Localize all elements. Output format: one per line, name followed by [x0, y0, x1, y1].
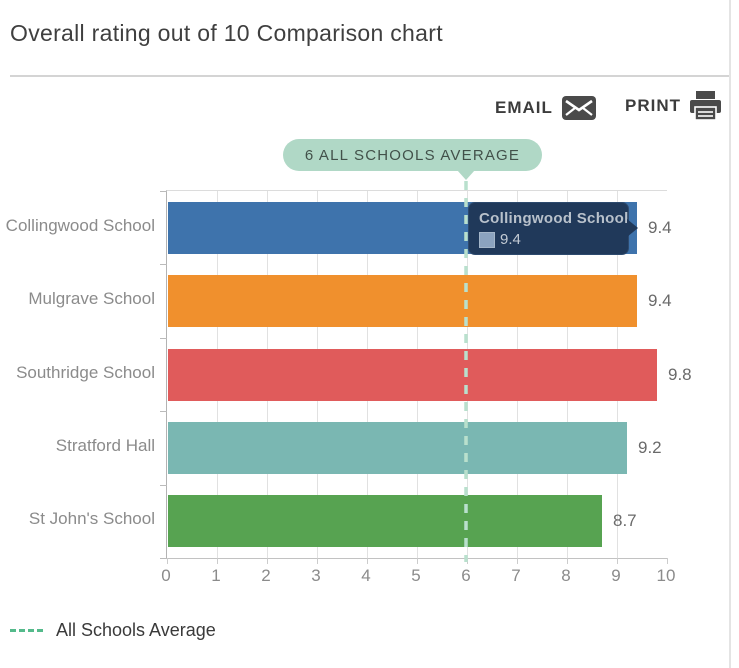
x-axis-tick [617, 558, 618, 564]
legend: All Schools Average [10, 620, 216, 641]
print-button-label: PRINT [625, 96, 681, 115]
x-tick-label: 5 [411, 566, 421, 585]
value-label: 9.2 [638, 437, 662, 457]
x-axis-tick [667, 558, 668, 564]
average-callout-label: 6 ALL SCHOOLS AVERAGE [304, 146, 521, 164]
bar[interactable] [168, 421, 627, 474]
x-tick-label: 4 [361, 566, 371, 585]
email-button-label: EMAIL [495, 98, 553, 117]
category-label: St John's School [28, 509, 155, 529]
title-divider [10, 75, 731, 77]
x-axis-tick [317, 558, 318, 564]
x-axis-tick [267, 558, 268, 564]
x-tick-label: 1 [211, 566, 221, 585]
tooltip-title: Collingwood School [479, 210, 629, 227]
bar[interactable] [168, 275, 637, 328]
bar[interactable] [168, 495, 602, 548]
email-button[interactable]: EMAIL [495, 92, 596, 124]
legend-label: All Schools Average [56, 620, 216, 640]
category-label: Southridge School [16, 362, 155, 382]
print-icon [690, 91, 721, 121]
y-axis-tick [160, 411, 167, 413]
tooltip-series-swatch [479, 231, 495, 248]
value-label: 9.4 [648, 217, 672, 237]
value-label: 9.4 [648, 291, 672, 311]
email-icon [561, 96, 596, 120]
x-axis-tick [367, 558, 368, 564]
average-line-legend-swatch [10, 629, 43, 632]
x-axis-tick [517, 558, 518, 564]
x-axis-tick [217, 558, 218, 564]
x-tick-label: 7 [511, 566, 521, 585]
tooltip-arrow [627, 219, 638, 237]
page-title: Overall rating out of 10 Comparison char… [10, 20, 443, 46]
bar[interactable] [168, 348, 657, 401]
y-axis-tick [160, 484, 167, 486]
y-axis-tick [160, 191, 167, 192]
y-axis-tick [160, 264, 167, 266]
x-axis-tick [567, 558, 568, 564]
y-axis-tick [160, 558, 167, 559]
page-right-border [729, 0, 731, 668]
value-label: 9.8 [668, 364, 692, 384]
average-callout: 6 ALL SCHOOLS AVERAGE [283, 139, 542, 180]
x-axis-tick [467, 558, 468, 564]
value-label: 8.7 [613, 511, 637, 531]
category-label: Collingwood School [5, 215, 155, 235]
x-tick-label: 6 [461, 566, 471, 585]
tooltip-value-row: 9.4 [479, 231, 618, 248]
category-label: Stratford Hall [55, 435, 155, 455]
average-callout-pointer [457, 170, 475, 180]
x-tick-label: 2 [261, 566, 271, 585]
chart-tooltip: Collingwood School 9.4 [468, 202, 638, 255]
x-axis-tick [417, 558, 418, 564]
category-label: Mulgrave School [28, 289, 155, 309]
y-axis-tick [160, 337, 167, 339]
tooltip-value: 9.4 [500, 231, 521, 248]
x-tick-label: 10 [656, 566, 676, 585]
print-button[interactable]: PRINT [625, 90, 721, 122]
x-tick-label: 0 [161, 566, 171, 585]
x-axis-tick [167, 558, 168, 564]
x-tick-label: 3 [311, 566, 321, 585]
x-tick-label: 8 [561, 566, 571, 585]
x-tick-label: 9 [611, 566, 621, 585]
x-tick-labels: 0 1 2 3 4 5 6 7 8 9 10 [161, 566, 675, 590]
